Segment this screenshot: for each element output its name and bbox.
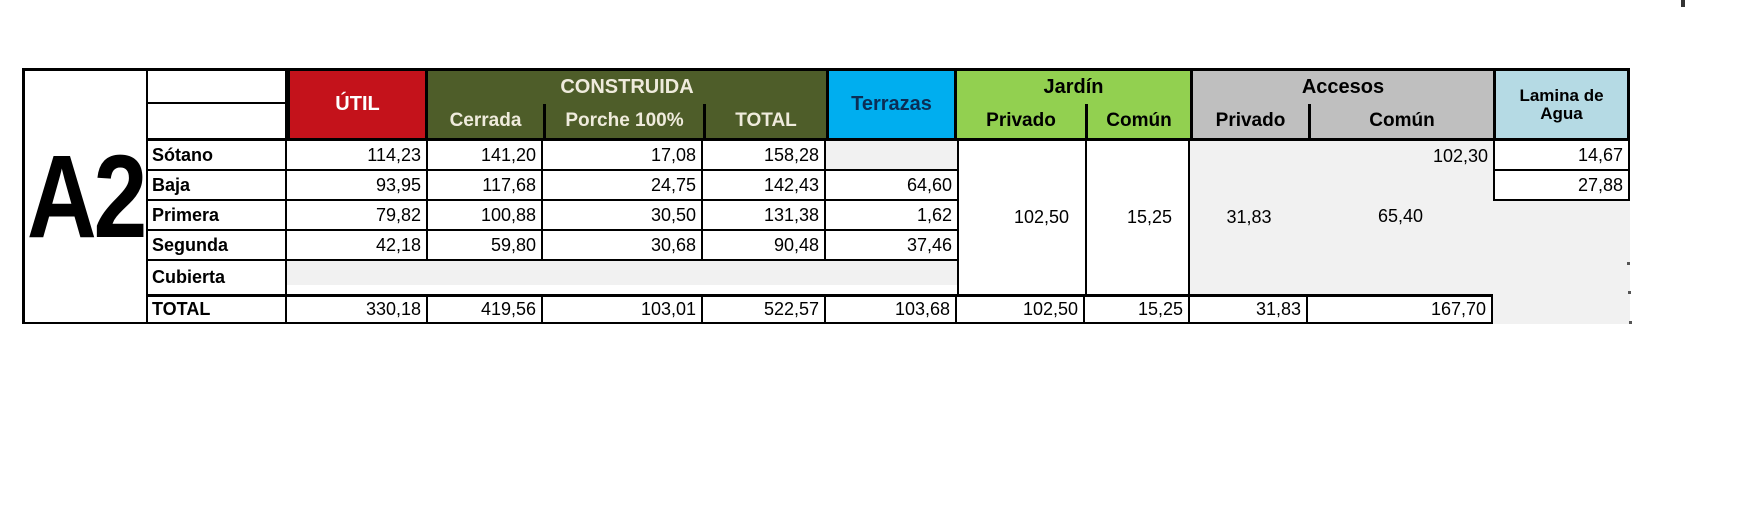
cell-accesos-comun-merged: 65,40 — [1308, 171, 1493, 294]
label-header-empty-2 — [148, 104, 287, 141]
row-label-baja: Baja — [148, 171, 287, 201]
col-header-lamina-de-agua: Lamina de Agua — [1493, 68, 1630, 141]
subheader-cerrada: Cerrada — [428, 104, 543, 141]
cell-segunda-porche: 30,68 — [543, 231, 703, 261]
label-header-empty-1 — [148, 68, 287, 104]
subheader-construida-total: TOTAL — [703, 104, 826, 141]
cell-total-jardin-comun: 15,25 — [1085, 294, 1190, 324]
cell-sotano-construida-total: 158,28 — [703, 141, 826, 171]
row-label-segunda: Segunda — [148, 231, 287, 261]
cell-baja-terrazas: 64,60 — [826, 171, 957, 201]
row-label-total: TOTAL — [148, 294, 287, 324]
cell-segunda-construida-total: 90,48 — [703, 231, 826, 261]
cell-sotano-cerrada: 141,20 — [428, 141, 543, 171]
cell-segunda-terrazas: 37,46 — [826, 231, 957, 261]
cell-jardin-privado-merged: 102,50 — [957, 141, 1085, 294]
cell-baja-porche: 24,75 — [543, 171, 703, 201]
subheader-jardin-privado: Privado — [957, 104, 1085, 141]
cell-total-accesos-privado: 31,83 — [1190, 294, 1308, 324]
cell-baja-cerrada: 117,68 — [428, 171, 543, 201]
dashed-border-dot — [1627, 262, 1630, 265]
dashed-border-dot — [1629, 321, 1632, 324]
subheader-porche: Porche 100% — [543, 104, 703, 141]
cell-total-jardin-privado: 102,50 — [957, 294, 1085, 324]
cell-primera-util: 79,82 — [287, 201, 428, 231]
row-label-sotano: Sótano — [148, 141, 287, 171]
unit-cell: A2 — [22, 68, 148, 324]
dashed-border-dot — [1628, 291, 1631, 294]
cubierta-shaded-band — [287, 261, 957, 294]
cell-total-terrazas: 103,68 — [826, 294, 957, 324]
cell-total-porche: 103,01 — [543, 294, 703, 324]
cell-total-util: 330,18 — [287, 294, 428, 324]
cell-segunda-cerrada: 59,80 — [428, 231, 543, 261]
col-header-construida: CONSTRUIDA — [428, 68, 826, 104]
cell-baja-util: 93,95 — [287, 171, 428, 201]
unit-label: A2 — [26, 130, 146, 263]
cell-baja-construida-total: 142,43 — [703, 171, 826, 201]
cell-primera-terrazas: 1,62 — [826, 201, 957, 231]
cell-baja-lamina: 27,88 — [1493, 171, 1630, 201]
subheader-accesos-comun: Común — [1308, 104, 1493, 141]
col-header-terrazas: Terrazas — [826, 68, 957, 141]
lamina-shaded-area — [1493, 201, 1630, 324]
lamina-line1: Lamina de — [1519, 85, 1604, 105]
cell-primera-porche: 30,50 — [543, 201, 703, 231]
cell-jardin-comun-merged: 15,25 — [1085, 141, 1190, 294]
lamina-line2: Agua — [1540, 103, 1583, 123]
surface-area-table: A2 ÚTIL CONSTRUIDA Cerrada Porche 100% T… — [22, 68, 1630, 324]
cell-segunda-util: 42,18 — [287, 231, 428, 261]
cell-sotano-lamina: 14,67 — [1493, 141, 1630, 171]
col-header-accesos: Accesos — [1190, 68, 1493, 104]
row-label-primera: Primera — [148, 201, 287, 231]
col-header-util: ÚTIL — [287, 68, 428, 141]
cell-sotano-accesos-comun: 102,30 — [1308, 141, 1493, 171]
subheader-jardin-comun: Común — [1085, 104, 1190, 141]
cell-sotano-porche: 17,08 — [543, 141, 703, 171]
cell-accesos-privado-merged: 31,83 — [1190, 141, 1308, 294]
cell-total-construida-total: 522,57 — [703, 294, 826, 324]
cell-primera-cerrada: 100,88 — [428, 201, 543, 231]
cell-sotano-util: 114,23 — [287, 141, 428, 171]
cell-total-accesos-comun: 167,70 — [1308, 294, 1493, 324]
col-header-jardin: Jardín — [957, 68, 1190, 104]
cell-total-cerrada: 419,56 — [428, 294, 543, 324]
subheader-accesos-privado: Privado — [1190, 104, 1308, 141]
page-crop-tick — [1681, 0, 1685, 7]
row-label-cubierta: Cubierta — [148, 261, 287, 294]
cell-sotano-terrazas-empty — [826, 141, 957, 171]
cell-primera-construida-total: 131,38 — [703, 201, 826, 231]
